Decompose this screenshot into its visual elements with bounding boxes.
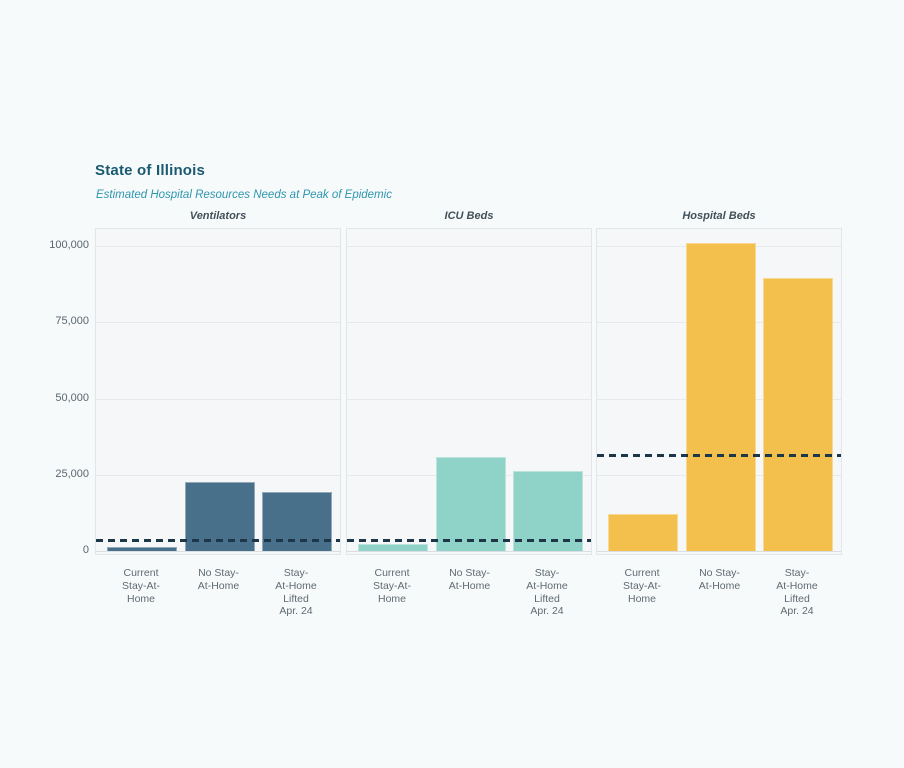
x-axis-label-line: Stay-At- — [373, 579, 411, 592]
panel-icu-beds — [346, 228, 592, 555]
x-axis-category-label: Stay- At-Home Lifted Apr. 24 — [505, 567, 589, 618]
capacity-dashed-line — [96, 538, 340, 542]
x-axis-label-line: At-Home — [275, 579, 317, 592]
x-axis-label-line: Lifted — [283, 592, 309, 605]
x-axis-category-label: Stay- At-Home Lifted Apr. 24 — [254, 567, 338, 618]
gridline — [347, 398, 591, 400]
x-axis-label-line: No Stay- — [699, 567, 740, 579]
gridline — [96, 398, 340, 400]
bar-stay-at-home-lifted-apr-24 — [763, 278, 833, 551]
x-axis-label-line: No Stay- — [449, 567, 490, 579]
bar-current-stay-at-home — [358, 544, 428, 551]
x-axis-label-line: Stay- — [534, 567, 560, 579]
panel-hospital-beds — [596, 228, 842, 555]
y-axis-tick-label: 75,000 — [55, 315, 89, 328]
capacity-dashed-line — [597, 453, 841, 457]
x-axis-label-line: At-Home — [698, 579, 741, 592]
x-axis-category-label: Current Stay-At- Home — [99, 567, 183, 605]
zero-baseline — [597, 551, 841, 552]
bar-stay-at-home-lifted-apr-24 — [513, 471, 583, 551]
panel-title-icu-beds: ICU Beds — [444, 210, 494, 222]
x-axis-category-label: Stay- At-Home Lifted Apr. 24 — [755, 567, 839, 618]
x-axis-label-line: Stay- — [283, 567, 309, 579]
x-axis-category-label: No Stay- At-Home — [428, 567, 512, 593]
x-axis-label-line: Current — [374, 567, 410, 579]
x-axis-label-line: At-Home — [448, 579, 491, 592]
x-axis-label-line: Current — [624, 567, 660, 579]
bar-current-stay-at-home — [107, 547, 177, 551]
gridline — [347, 246, 591, 247]
y-axis-tick-label: 25,000 — [55, 467, 89, 480]
panel-title-hospital-beds: Hospital Beds — [682, 210, 756, 222]
y-axis-tick-label: 50,000 — [55, 391, 89, 404]
x-axis-label-line: Home — [377, 592, 406, 605]
x-axis-label-line: Current — [123, 567, 159, 579]
panel-title-ventilators: Ventilators — [189, 210, 247, 222]
y-axis-tick-label: 100,000 — [49, 239, 89, 251]
x-axis-label-line: Stay-At- — [623, 579, 661, 592]
x-axis-label-line: At-Home — [197, 579, 240, 592]
panel-ventilators — [95, 228, 341, 555]
gridline — [96, 322, 340, 324]
zero-baseline — [347, 551, 591, 552]
x-axis-label-line: At-Home — [776, 579, 818, 592]
x-axis-label-line: Home — [126, 592, 155, 605]
gridline — [347, 322, 591, 324]
x-axis-category-label: Current Stay-At- Home — [600, 567, 684, 605]
gridline — [96, 246, 340, 247]
bar-no-stay-at-home — [685, 242, 756, 551]
x-axis-label-line: Lifted — [784, 592, 810, 605]
x-axis-category-label: No Stay- At-Home — [678, 567, 762, 593]
x-axis-label-line: Home — [627, 592, 656, 605]
gridline — [96, 474, 340, 476]
bar-stay-at-home-lifted-apr-24 — [262, 492, 332, 551]
x-axis-label-line: Stay-At- — [122, 579, 160, 592]
chart-subtitle: Estimated Hospital Resources Needs at Pe… — [96, 189, 392, 201]
x-axis-label-line: Apr. 24 — [780, 605, 814, 618]
x-axis-label-line: At-Home — [526, 579, 568, 592]
x-axis-label-line: No Stay- — [198, 567, 239, 579]
x-axis-category-label: Current Stay-At- Home — [350, 567, 434, 605]
chart-title: State of Illinois — [95, 162, 206, 179]
bar-no-stay-at-home — [435, 457, 506, 551]
bar-current-stay-at-home — [608, 514, 678, 551]
x-axis-category-label: No Stay- At-Home — [177, 567, 261, 593]
x-axis-label-line: Stay- — [784, 567, 810, 579]
x-axis-label-line: Apr. 24 — [279, 605, 313, 618]
x-axis-label-line: Apr. 24 — [530, 605, 564, 618]
y-axis-tick-label: 0 — [82, 544, 89, 556]
capacity-dashed-line — [347, 539, 591, 543]
x-axis-label-line: Lifted — [534, 592, 560, 605]
zero-baseline — [96, 551, 340, 552]
